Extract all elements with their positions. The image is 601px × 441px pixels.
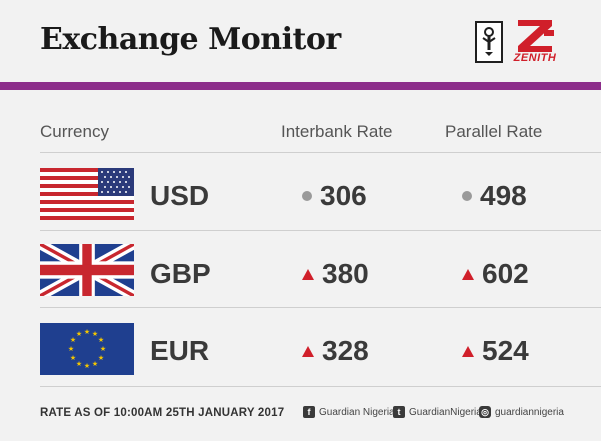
svg-text:★: ★: [76, 360, 82, 368]
table-row-gbp: GBP 380 602: [0, 232, 601, 308]
currency-code: USD: [150, 180, 210, 211]
currency-column-header: Currency: [40, 122, 109, 141]
parallel-rate: 498: [462, 180, 527, 212]
currency-code: EUR: [150, 335, 210, 366]
parallel-column-header: Parallel Rate: [445, 122, 543, 141]
us-flag-icon: [40, 168, 134, 220]
parallel-rate-value: 602: [482, 258, 529, 289]
interbank-rate-value: 306: [320, 180, 367, 211]
accent-bar: [0, 82, 601, 90]
table-row-eur: ★ ★ ★ ★ ★ ★ ★ ★ ★ ★ ★ ★ EUR 328 524: [0, 309, 601, 385]
page-title: Exchange Monitor: [40, 22, 341, 57]
facebook-icon: f: [303, 406, 315, 418]
svg-text:★: ★: [70, 354, 76, 362]
svg-text:★: ★: [84, 362, 90, 370]
parallel-rate-value: 524: [482, 335, 529, 366]
zenith-z-icon: [518, 20, 554, 52]
row-divider: [40, 386, 601, 387]
interbank-column-header: Interbank Rate: [281, 122, 393, 141]
svg-text:★: ★: [92, 330, 98, 338]
svg-text:★: ★: [98, 336, 104, 344]
twitter-handle[interactable]: t GuardianNigeria: [393, 406, 482, 418]
interbank-rate-value: 380: [322, 258, 369, 289]
svg-text:★: ★: [100, 345, 106, 353]
instagram-label: guardiannigeria: [495, 406, 564, 418]
unchanged-dot-icon: [302, 191, 312, 201]
unchanged-dot-icon: [462, 191, 472, 201]
header: Exchange Monitor ZENITH: [0, 0, 601, 82]
parallel-rate: 602: [462, 258, 529, 290]
uk-flag-icon: [40, 244, 134, 296]
svg-text:★: ★: [84, 328, 90, 336]
guardian-logo: [475, 21, 503, 63]
parallel-rate-value: 498: [480, 180, 527, 211]
rate-timestamp: RATE AS OF 10:00AM 25TH JANUARY 2017: [40, 407, 285, 419]
svg-text:★: ★: [76, 330, 82, 338]
sponsor-logos: ZENITH: [475, 16, 561, 68]
instagram-icon: ◎: [479, 406, 491, 418]
row-divider: [40, 307, 601, 308]
interbank-rate: 306: [302, 180, 367, 212]
twitter-label: GuardianNigeria: [409, 406, 482, 418]
interbank-rate-value: 328: [322, 335, 369, 366]
guardian-emblem-icon: [482, 27, 496, 56]
parallel-rate: 524: [462, 335, 529, 367]
table-row-usd: USD 306 498: [0, 154, 601, 230]
svg-text:★: ★: [70, 336, 76, 344]
currency-code: GBP: [150, 258, 211, 289]
interbank-rate: 328: [302, 335, 369, 367]
row-divider: [40, 230, 601, 231]
facebook-handle[interactable]: f Guardian Nigeria: [303, 406, 395, 418]
svg-text:★: ★: [98, 354, 104, 362]
zenith-logo: ZENITH: [509, 16, 561, 68]
up-arrow-icon: [462, 268, 474, 280]
facebook-label: Guardian Nigeria: [319, 406, 395, 418]
zenith-wordmark: ZENITH: [513, 52, 557, 64]
up-arrow-icon: [302, 268, 314, 280]
svg-text:★: ★: [92, 360, 98, 368]
up-arrow-icon: [302, 345, 314, 357]
instagram-handle[interactable]: ◎ guardiannigeria: [479, 406, 564, 418]
twitter-icon: t: [393, 406, 405, 418]
row-divider: [40, 152, 601, 153]
eu-flag-icon: ★ ★★ ★★★ ★★★ ★★★: [40, 323, 134, 375]
svg-text:★: ★: [68, 345, 74, 353]
interbank-rate: 380: [302, 258, 369, 290]
up-arrow-icon: [462, 345, 474, 357]
